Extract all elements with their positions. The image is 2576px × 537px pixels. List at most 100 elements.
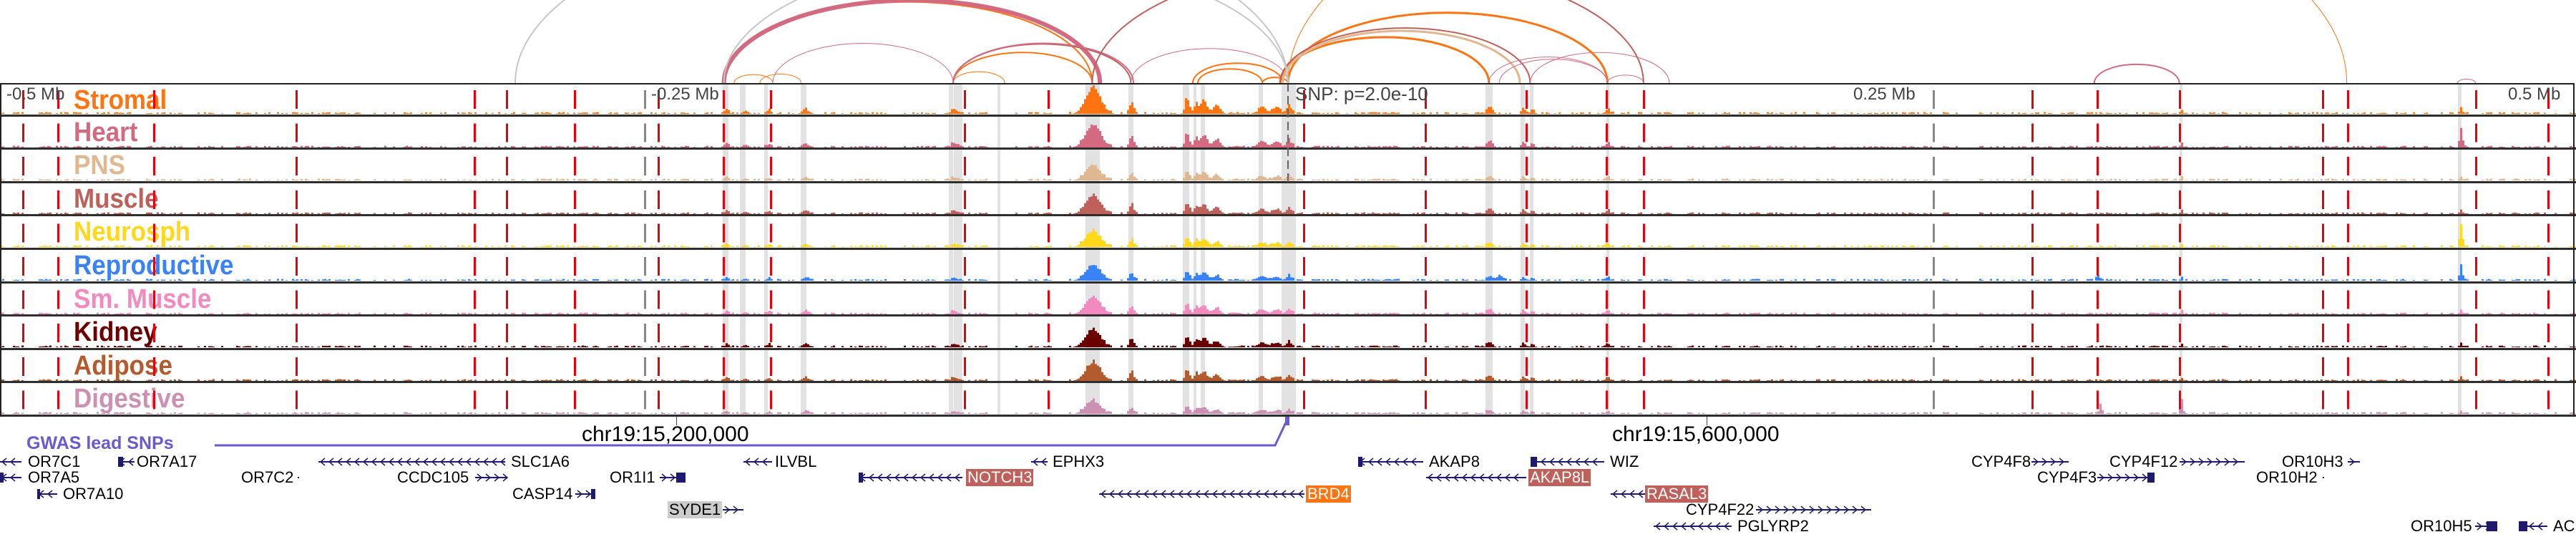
interaction-arc	[952, 43, 1132, 84]
track-label: Sm. Muscle	[74, 284, 212, 314]
gene-label-or7a17[interactable]: OR7A17	[137, 453, 197, 470]
signal-peaks	[0, 327, 2576, 348]
gene-label-akap8l[interactable]: AKAP8L	[1528, 468, 1591, 486]
gene-label-casp14[interactable]: CASP14	[512, 485, 573, 503]
axis-label-left-mid: -0.25 Mb	[651, 84, 719, 104]
interaction-arc	[1191, 62, 1284, 84]
highlight-band	[800, 83, 807, 417]
gene-label-cyp4f12[interactable]: CYP4F12	[2109, 453, 2178, 470]
interaction-arc	[1282, 29, 1521, 84]
chromatin-interaction-arcs	[514, 0, 2477, 84]
interaction-arc	[952, 52, 1093, 84]
interaction-arc	[1197, 68, 1263, 84]
axis-label-right: 0.5 Mb	[2508, 84, 2561, 104]
gwas-snp-line	[2475, 83, 2477, 417]
gwas-snp-line	[1606, 83, 1608, 417]
highlight-band	[1183, 83, 1190, 417]
gene-label-cyp4f22[interactable]: CYP4F22	[1686, 500, 1755, 518]
snp-pvalue-label: SNP: p=2.0e-10	[1295, 83, 1428, 105]
signal-peaks	[0, 398, 2576, 415]
gene-label-ccdc105[interactable]: CCDC105	[397, 468, 469, 486]
gene-label-or7c2[interactable]: OR7C2	[241, 468, 294, 486]
gene-label-or7c1[interactable]: OR7C1	[28, 453, 81, 470]
highlight-band	[739, 83, 746, 417]
gene-model-slc1a6	[318, 458, 506, 466]
gene-model-ilvbl	[743, 458, 772, 466]
gene-label-cyp4f3[interactable]: CYP4F3	[2037, 468, 2097, 486]
gene-model-cyp4f8	[2031, 458, 2069, 466]
highlight-band	[2458, 83, 2462, 417]
gene-label-or10h5[interactable]: OR10H5	[2411, 517, 2472, 535]
gene-model-brd4	[1099, 490, 1304, 498]
gene-label-or10h3[interactable]: OR10H3	[2282, 453, 2343, 470]
gwas-snp-line	[153, 83, 155, 417]
gwas-snp-line	[2031, 83, 2034, 417]
gwas-snp-line	[506, 83, 508, 417]
interaction-arc	[733, 74, 774, 84]
gene-label-notch3[interactable]: NOTCH3	[966, 468, 1034, 486]
gene-label-akap8[interactable]: AKAP8	[1429, 453, 1480, 470]
gwas-snp-line	[1048, 83, 1050, 417]
gene-label-ilvbl[interactable]: ILVBL	[775, 453, 817, 470]
gene-model-rasal3	[1611, 490, 1645, 498]
highlight-band	[764, 83, 769, 417]
highlight-band	[1258, 83, 1264, 417]
gwas-snp-line	[723, 83, 725, 417]
gene-label-or7a5[interactable]: OR7A5	[28, 468, 80, 486]
gene-model-pglyrp2	[1654, 522, 1732, 531]
gene-model-cyp4f3	[2097, 473, 2155, 483]
interaction-arc	[721, 0, 1103, 84]
gene-label-or7a10[interactable]: OR7A10	[63, 485, 124, 503]
gwas-snp-line	[22, 83, 24, 417]
gene-label-cyp4f8[interactable]: CYP4F8	[1971, 453, 2031, 470]
track-label: Kidney	[74, 317, 157, 348]
gene-label-ac[interactable]: AC	[2553, 517, 2575, 535]
axis-label-left: -0.5 Mb	[6, 84, 65, 104]
coord-tick	[676, 417, 677, 425]
track-muscle: Muscle	[0, 183, 2576, 217]
gwas-snp-line	[1526, 83, 1528, 417]
gene-model-syde1	[723, 505, 743, 514]
gene-label-slc1a6[interactable]: SLC1A6	[511, 453, 570, 470]
signal-peaks	[0, 295, 2576, 314]
gwas-snp-line	[964, 83, 966, 417]
gene-model-cyp4f12	[2180, 458, 2245, 466]
gene-label-brd4[interactable]: BRD4	[1306, 485, 1351, 503]
track-neurosph: Neurosph	[0, 216, 2576, 250]
gene-model-or7a5	[0, 473, 21, 483]
interaction-arc	[2457, 78, 2477, 84]
gene-model-ac	[2519, 522, 2547, 531]
gene-model-ccdc105	[475, 473, 509, 482]
interaction-arc	[2093, 63, 2180, 84]
gwas-snp-line	[2097, 83, 2099, 417]
gene-label-or1i1[interactable]: OR1I1	[610, 468, 655, 486]
interaction-arc	[772, 43, 954, 84]
gene-label-pglyrp2[interactable]: PGLYRP2	[1737, 517, 1809, 535]
track-panel	[0, 83, 2575, 417]
interaction-arc	[1606, 74, 1644, 84]
highlight-band	[1530, 83, 1534, 417]
interaction-arc	[1529, 52, 1670, 84]
gene-model-or7a10	[37, 489, 57, 499]
gene-model-ephx3	[1031, 458, 1048, 466]
gene-model-akap8l	[1426, 473, 1526, 482]
signal-peaks	[0, 224, 2576, 248]
interaction-arc	[759, 73, 802, 84]
gwas-snp-lines	[0, 83, 2576, 417]
gene-track: OR7C1 OR7A17 SLC1A6 ILVBL EPHX3 OR7A5 OR7C2 CCD…	[0, 451, 2576, 537]
axis-label-right-mid: 0.25 Mb	[1853, 84, 1916, 104]
track-label: Heart	[74, 117, 138, 147]
gwas-snp-line	[574, 83, 576, 417]
gene-label-wiz[interactable]: WIZ	[1610, 453, 1639, 470]
gene-label-ephx3[interactable]: EPHX3	[1053, 453, 1105, 470]
gene-label-rasal3[interactable]: RASAL3	[1645, 485, 1709, 503]
interaction-arc	[1130, 48, 1289, 84]
highlight-band	[1193, 83, 1196, 417]
gene-label-syde1[interactable]: SYDE1	[668, 500, 723, 518]
gwas-snp-line	[1303, 83, 1305, 417]
gene-label-or10h2[interactable]: OR10H2	[2256, 468, 2318, 486]
interaction-arc	[514, 0, 1289, 84]
interaction-arc	[1091, 0, 1644, 84]
gwas-snp-line	[658, 83, 660, 417]
gwas-track-label: GWAS lead SNPs	[26, 433, 174, 453]
